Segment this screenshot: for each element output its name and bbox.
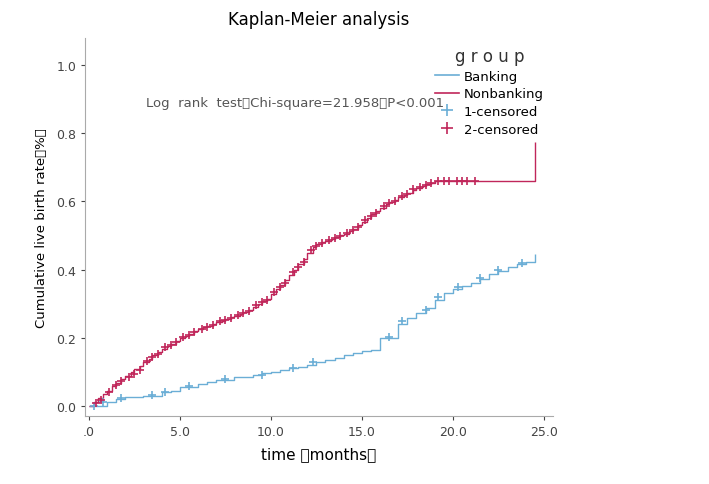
Point: [402, 191, 413, 199]
Point: [98, 399, 109, 407]
Point: [384, 333, 395, 341]
Point: [111, 381, 122, 389]
Point: [225, 315, 236, 322]
Point: [90, 399, 101, 407]
Point: [250, 302, 262, 310]
Point: [96, 396, 107, 404]
Point: [207, 321, 218, 329]
Point: [457, 178, 468, 185]
Point: [279, 279, 291, 287]
Point: [196, 325, 207, 333]
Point: [451, 178, 462, 185]
Point: [396, 193, 408, 201]
Point: [298, 258, 309, 266]
Point: [452, 284, 464, 291]
Point: [141, 357, 152, 364]
Point: [311, 242, 322, 250]
Point: [103, 389, 114, 396]
Point: [262, 296, 273, 304]
Title: Kaplan-Meier analysis: Kaplan-Meier analysis: [228, 11, 410, 29]
Point: [201, 323, 213, 331]
Point: [292, 263, 303, 271]
Point: [415, 184, 426, 192]
Point: [147, 353, 158, 361]
Point: [183, 331, 194, 339]
Point: [123, 374, 135, 381]
Point: [493, 266, 504, 274]
Point: [152, 350, 164, 358]
Point: [432, 293, 444, 301]
Text: Log  rank  test：Chi-square=21.958、P<0.001: Log rank test：Chi-square=21.958、P<0.001: [146, 97, 444, 110]
Point: [371, 209, 382, 217]
Point: [389, 197, 401, 205]
Y-axis label: Cumulative live birth rate（%）: Cumulative live birth rate（%）: [35, 128, 48, 327]
Point: [116, 394, 127, 402]
Point: [160, 388, 171, 395]
Point: [378, 202, 389, 210]
Point: [352, 224, 364, 231]
Point: [425, 180, 437, 188]
Point: [438, 178, 450, 185]
Point: [347, 227, 359, 234]
Point: [420, 307, 431, 315]
Point: [243, 308, 255, 316]
Point: [384, 200, 395, 208]
Point: [323, 236, 335, 244]
Point: [432, 178, 444, 185]
Point: [396, 318, 408, 326]
Point: [342, 229, 353, 237]
Point: [189, 329, 200, 336]
Point: [170, 339, 182, 347]
Point: [420, 182, 431, 190]
Point: [256, 371, 267, 378]
Point: [462, 178, 473, 185]
Point: [469, 178, 481, 185]
Point: [274, 284, 286, 291]
Point: [128, 370, 140, 378]
Point: [220, 316, 231, 324]
Point: [183, 382, 194, 390]
Point: [116, 377, 127, 385]
Point: [359, 217, 371, 225]
Point: [335, 233, 346, 241]
Point: [238, 309, 249, 317]
Point: [329, 234, 340, 242]
X-axis label: time （months）: time （months）: [262, 447, 376, 462]
Point: [89, 402, 100, 410]
Point: [165, 342, 177, 349]
Point: [269, 288, 280, 296]
Point: [474, 274, 486, 282]
Point: [256, 299, 267, 306]
Point: [316, 240, 328, 247]
Point: [134, 367, 145, 375]
Point: [516, 259, 527, 267]
Point: [233, 311, 244, 319]
Point: [220, 376, 231, 383]
Point: [214, 318, 225, 326]
Point: [287, 365, 298, 373]
Point: [147, 391, 158, 399]
Point: [160, 344, 171, 351]
Point: [305, 246, 316, 254]
Point: [178, 333, 189, 341]
Point: [287, 269, 298, 276]
Point: [444, 178, 455, 185]
Point: [307, 359, 318, 366]
Legend: Banking, Nonbanking, 1-censored, 2-censored: Banking, Nonbanking, 1-censored, 2-censo…: [432, 45, 547, 139]
Point: [365, 213, 376, 221]
Point: [407, 186, 418, 194]
